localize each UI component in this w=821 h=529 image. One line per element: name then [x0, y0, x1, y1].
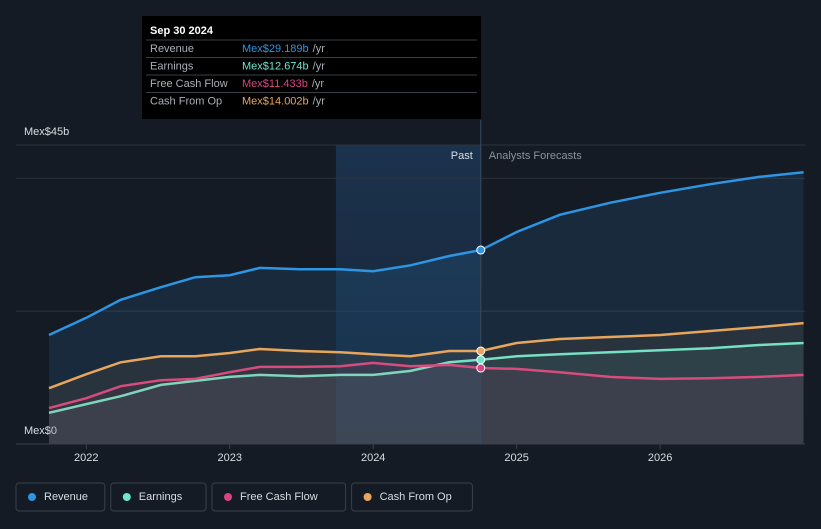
- tooltip-value: Mex$12.674b/yr: [242, 60, 325, 72]
- series-line: [48, 361, 804, 410]
- tooltip-value-text: Mex$11.433b: [242, 78, 308, 90]
- legend-swatch: [224, 493, 232, 501]
- tooltip-unit: /yr: [313, 43, 326, 55]
- series-line: [48, 341, 804, 415]
- x-tick-label: 2024: [361, 452, 385, 464]
- series-area: [48, 323, 804, 444]
- legend-label[interactable]: Revenue: [44, 491, 88, 503]
- legend-box[interactable]: [211, 482, 347, 512]
- tooltip-value: Mex$29.189b/yr: [242, 43, 325, 55]
- tooltip-label: Cash From Op: [150, 95, 222, 107]
- y-tick-label: Mex$0: [24, 425, 57, 437]
- legend-swatch: [28, 493, 36, 501]
- legend-box[interactable]: [15, 482, 106, 512]
- legend-box[interactable]: [351, 482, 473, 512]
- tooltip-label: Earnings: [150, 60, 194, 72]
- legend-box[interactable]: [110, 482, 207, 512]
- legend-swatch: [122, 493, 131, 501]
- tooltip-value-text: Mex$29.189b: [242, 43, 309, 55]
- past-label: Past: [451, 150, 473, 162]
- tooltip-value-text: Mex$12.674b: [242, 60, 309, 72]
- series-line: [48, 170, 804, 337]
- tooltip-date: Sep 30 2024: [150, 25, 214, 37]
- legend-item[interactable]: Free Cash Flow: [211, 482, 347, 512]
- series-area: [48, 362, 804, 444]
- legend-swatch: [363, 493, 372, 501]
- series-area: [48, 343, 804, 444]
- legend-label[interactable]: Cash From Op: [380, 491, 452, 503]
- y-tick-label: Mex$45b: [24, 126, 69, 138]
- point-marker: [476, 346, 486, 356]
- tooltip-value-text: Mex$14.002b: [242, 95, 309, 107]
- legend-item[interactable]: Cash From Op: [351, 482, 473, 512]
- series-line: [48, 321, 804, 390]
- tooltip-value: Mex$14.002b/yr: [242, 95, 325, 107]
- legend-item[interactable]: Earnings: [110, 482, 207, 512]
- forecast-label: Analysts Forecasts: [489, 150, 582, 162]
- tooltip-unit: /yr: [313, 95, 326, 107]
- point-marker: [476, 245, 486, 255]
- tooltip-unit: /yr: [313, 60, 326, 72]
- tooltip: Sep 30 2024 Revenue Mex$29.189b/yr Earnings…: [142, 16, 481, 119]
- x-tick-label: 2022: [74, 452, 98, 464]
- past-highlight: [335, 145, 481, 444]
- tooltip-box: [142, 16, 481, 119]
- legend-label[interactable]: Earnings: [139, 491, 183, 503]
- x-tick-label: 2023: [218, 452, 242, 464]
- tooltip-label: Revenue: [150, 43, 194, 55]
- x-tick-label: 2025: [504, 452, 528, 464]
- legend-label[interactable]: Free Cash Flow: [240, 491, 318, 503]
- tooltip-unit: /yr: [312, 78, 325, 90]
- point-marker: [476, 355, 486, 365]
- legend-item[interactable]: Revenue: [15, 482, 106, 512]
- tooltip-label: Free Cash Flow: [150, 78, 228, 90]
- tooltip-value: Mex$11.433b/yr: [242, 78, 324, 90]
- point-marker: [476, 363, 486, 373]
- x-tick-label: 2026: [648, 452, 672, 464]
